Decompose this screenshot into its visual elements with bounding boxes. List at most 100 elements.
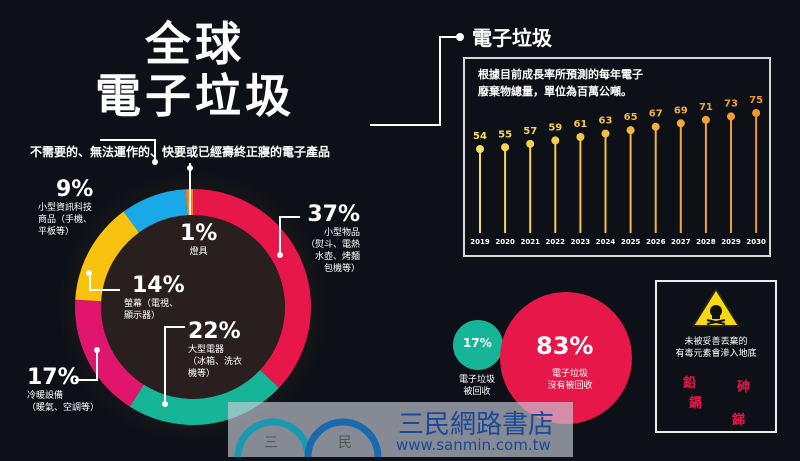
year-label: 2026 [646,238,666,246]
watermark-url: www.sanmin.com.tw [396,436,551,454]
element-arsenic: 砷 [737,380,751,395]
detail: 機等） [188,369,216,379]
slice-label-small-items: 37% 小型物品 （熨斗、電熱 水壺、烤麵 包機等） [306,203,360,275]
slice-label-large-appliances: 22% 大型電器 （冰箱、洗衣 機等） [188,320,242,380]
year-label: 2030 [746,238,766,246]
title-line-1: 全球 [145,17,245,71]
year-label: 2021 [520,238,540,246]
not-recycled-label: 電子垃圾 沒有被回收 [530,368,610,392]
pct: 9% [56,177,94,202]
donut-slice-0 [193,189,312,388]
year-label: 2019 [470,238,490,246]
lollipop-dot [727,112,735,121]
detail: 包機等） [324,264,361,274]
detail: 顯示器） [124,311,161,321]
lollipop-dot [551,136,560,145]
year-label: 2028 [696,238,716,246]
bubble-not-recycled [500,292,632,424]
label: 被回收 [463,387,491,397]
title-line-2: 電子垃圾 [95,69,295,123]
value-label: 55 [498,129,512,140]
value-label: 67 [649,109,663,120]
logo-char: 民 [338,435,352,451]
page-title: 全球 電子垃圾 [60,18,330,122]
recycled-pct: 17% [463,336,492,350]
lollipop-dot [576,133,585,141]
watermark-logo [234,418,382,457]
value-label: 73 [724,98,738,109]
note-line: 廢棄物總量，單位為百萬公噸。 [478,85,632,98]
label: 大型電器 [188,345,225,355]
hazard-line: 有毒元素會滲入地底 [675,349,757,359]
pct: 17% [27,365,80,390]
detail: 商品（手機、 [38,215,93,225]
value-label: 57 [523,126,537,137]
slice-label-heating-cooling: 17% 冷暖設備 （暖氣、空調等） [27,366,99,414]
value-label: 75 [749,95,763,106]
connector-dot [456,33,464,41]
skull-warning-icon [691,287,741,327]
note-line: 根據目前成長率所預測的每年電子 [478,68,643,81]
label: 小型物品 [324,228,361,238]
detail: （暖氣、空調等） [27,403,100,413]
value-label: 71 [699,102,713,113]
bubble-recycled [453,320,503,370]
hazard-text: 未被妥善丟棄的 有毒元素會滲入地底 [657,336,775,360]
donut-center [101,215,285,399]
slice-label-screens: 14% 螢幕（電視、 顯示器） [124,274,185,322]
forecast-note: 根據目前成長率所預測的每年電子 廢棄物總量，單位為百萬公噸。 [478,66,643,100]
not-recycled-pct: 83% [536,332,594,360]
donut-chart [58,139,328,442]
watermark: 三 民 三民網路書店 www.sanmin.com.tw [228,402,573,457]
label: 燈具 [189,247,208,257]
donut-slice-3 [75,211,139,302]
slice-label-lamps: 1% 燈具 [180,222,217,258]
label: 冷暖設備 [27,391,64,401]
slice-label-small-it: 9% 小型資訊科技 商品（手機、 平板等） [38,178,93,238]
subtitle: 不需要的、無法運作的、快要或已經壽終正寢的電子產品 [30,145,331,159]
lollipop-dot [752,109,761,117]
detail: 水壺、烤麵 [315,252,361,262]
lollipop-dot [626,126,635,135]
pct: 14% [132,273,185,298]
lollipop-dot [501,143,510,152]
year-label: 2027 [671,238,691,246]
section-title: 電子垃圾 [472,26,552,50]
pct: 22% [188,319,241,344]
lollipop-dot [526,139,535,148]
label: 電子垃圾 [551,369,588,379]
hazard-line: 未被妥善丟棄的 [684,337,748,347]
donut-slice-4 [123,189,188,233]
value-label: 65 [624,112,638,123]
value-label: 69 [674,105,688,116]
lollipop-dot [701,115,710,124]
value-label: 54 [473,131,487,142]
watermark-text: 三民網路書店 [398,410,555,440]
detail: （冰箱、洗衣 [188,357,243,367]
year-label: 2025 [621,238,641,246]
label: 小型資訊科技 [38,203,93,213]
year-label: 2024 [596,238,616,246]
year-label: 2029 [721,238,741,246]
title-connector [370,36,458,126]
lollipop-dot [601,129,610,138]
label: 電子垃圾 [458,375,495,385]
pct: 37% [307,202,361,227]
logo-char: 三 [264,435,278,451]
value-label: 61 [573,119,587,130]
donut-slice-2 [75,299,144,407]
lollipop-dot [676,119,685,128]
year-label: 2023 [571,238,591,246]
year-label: 2022 [546,238,566,246]
element-cadmium: 鎘 [689,396,703,411]
pct: 1% [180,221,218,246]
lollipop-dot [651,122,660,131]
element-antimony: 銻 [732,413,746,428]
recycled-label: 電子垃圾 被回收 [452,374,502,398]
hazard-panel: 未被妥善丟棄的 有毒元素會滲入地底 鉛 砷 鎘 銻 [655,280,777,433]
lollipop-dot [476,145,484,153]
detail: 平板等） [38,227,75,237]
